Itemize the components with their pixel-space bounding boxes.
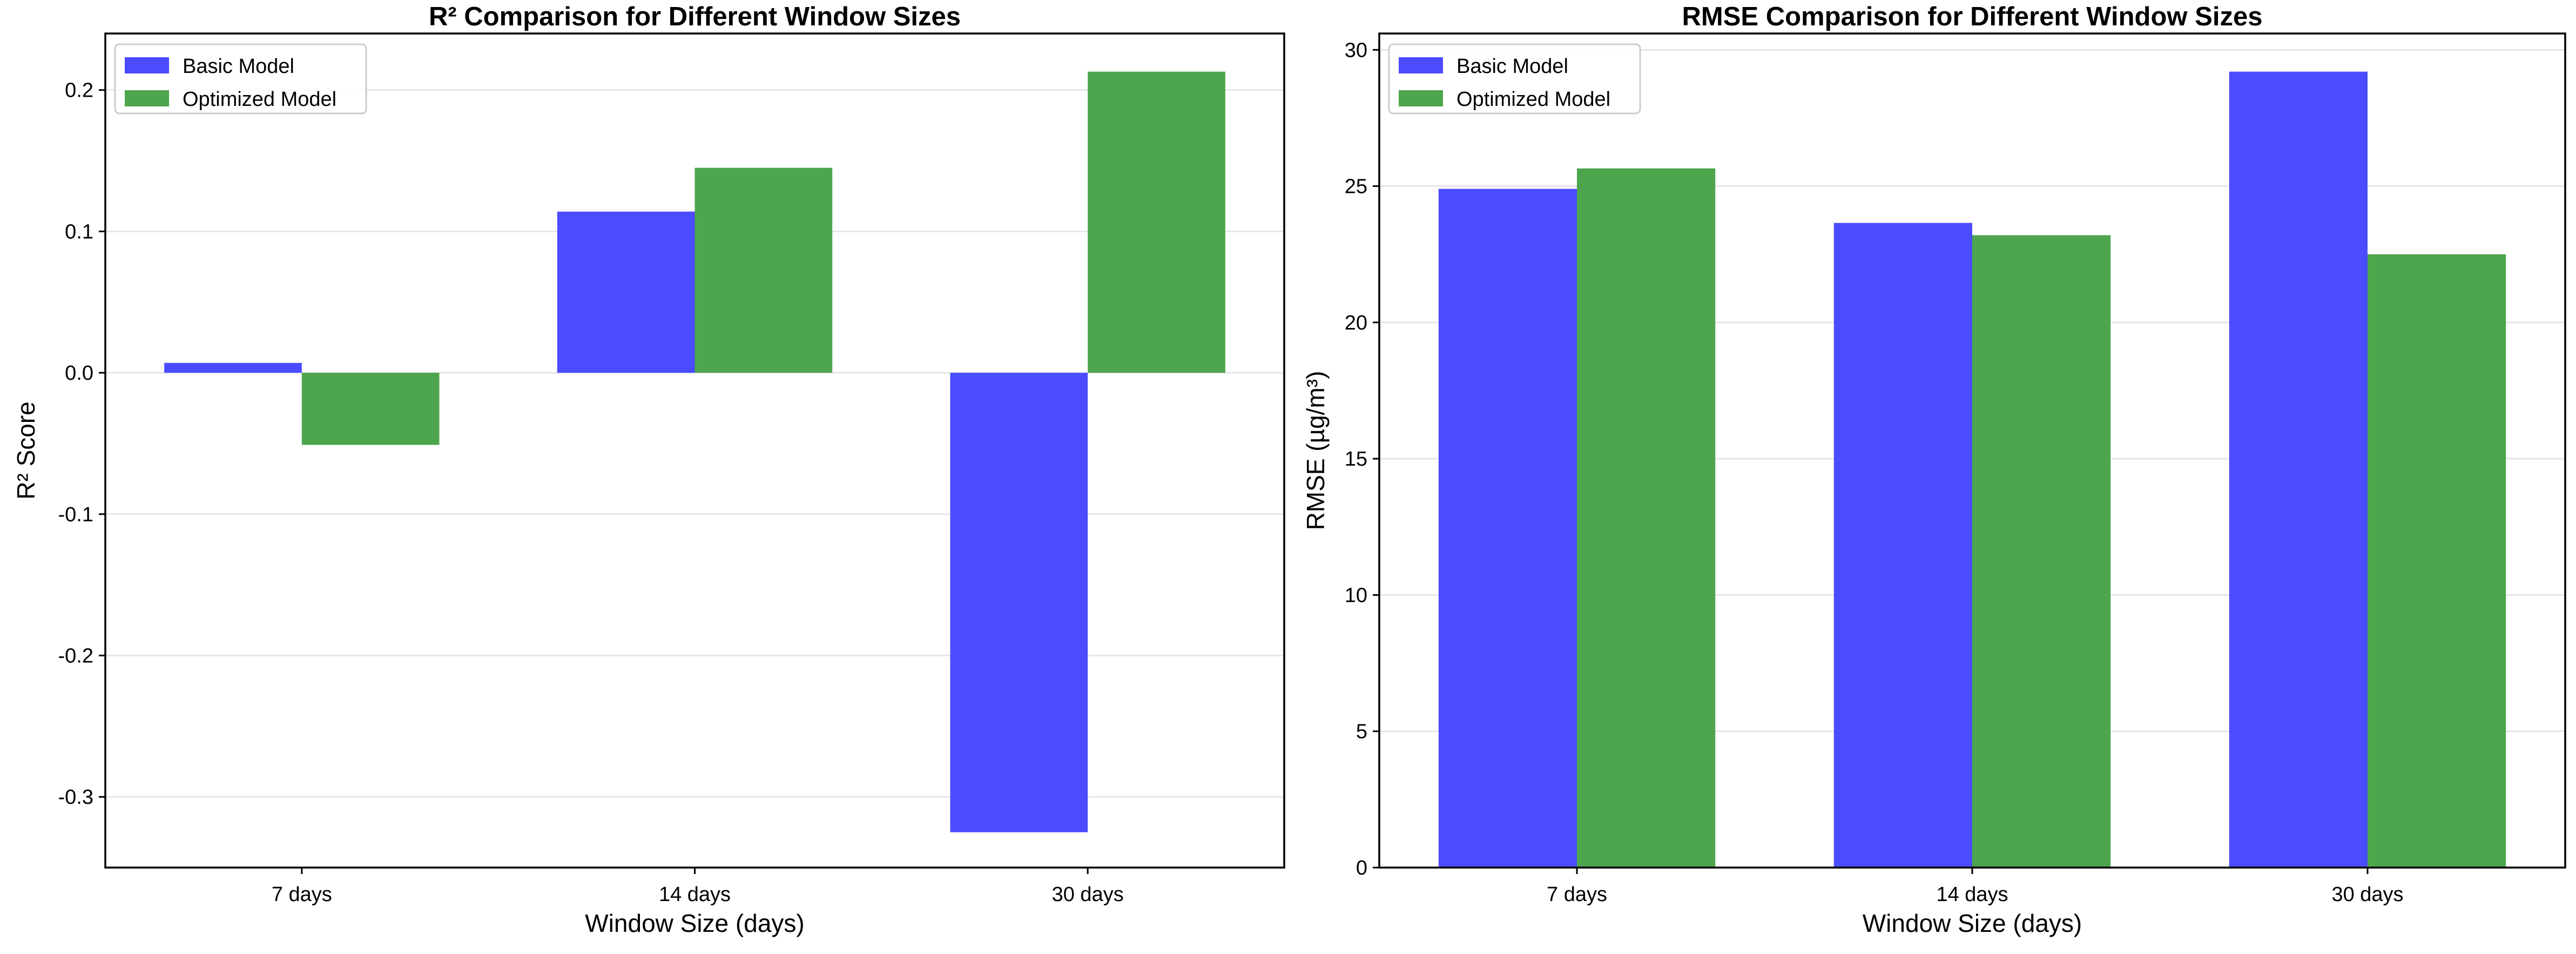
legend-label-basic: Basic Model [1456,55,1568,78]
bar-basic-3 [2229,71,2368,868]
legend-label-basic: Basic Model [183,55,294,78]
legend-box [1388,43,1641,115]
bar-basic-2 [557,211,695,373]
y-tick-label: 30 [1345,39,1367,62]
y-tick-label: 5 [1356,721,1367,743]
x-tick-label: 30 days [1052,883,1124,906]
bar-optimized-3 [1088,71,1225,373]
y-tick-label: 0.2 [65,79,93,102]
x-tick-label: 7 days [272,883,332,906]
chart-title: RMSE Comparison for Different Window Siz… [1682,2,2263,31]
y-tick-label: 0 [1356,857,1367,879]
bar-basic-2 [1833,223,1972,868]
y-tick-label: -0.1 [58,503,93,526]
bar-optimized-1 [1577,168,1716,868]
y-tick-label: 20 [1345,312,1367,334]
bar-optimized-2 [694,167,833,373]
legend: Basic Model Optimized Model [1388,43,1641,115]
bar-optimized-1 [301,373,440,445]
y-tick-label: 15 [1345,448,1367,471]
bar-optimized-2 [1972,235,2111,868]
chart-panel-rmse: 0 5 10 15 20 25 30 7 days 14 days 30 days RMSE Com… [1302,2,2566,937]
y-tick-label: -0.2 [58,644,93,667]
x-tick-label: 7 days [1547,883,1607,906]
legend-swatch-basic [125,57,169,73]
bar-basic-3 [950,373,1088,832]
legend-swatch-basic [1399,57,1443,73]
y-axis-label: R² Score [12,401,40,499]
x-axis-label: Window Size (days) [585,909,804,937]
y-tick-label: 10 [1345,584,1367,607]
bar-basic-1 [164,362,302,373]
y-tick-label: 25 [1345,176,1367,198]
y-tick-label: -0.3 [58,786,93,809]
legend-box [114,43,367,115]
y-tick-label: 0.1 [65,220,93,243]
chart-title: R² Comparison for Different Window Sizes [429,2,961,31]
y-tick-label: 0.0 [65,362,93,385]
legend-label-optimized: Optimized Model [183,88,336,111]
chart-panel-r2: -0.3 -0.2 -0.1 0.0 0.1 0.2 7 days 14 days 30 day… [12,2,1285,937]
legend-label-optimized: Optimized Model [1456,88,1610,111]
y-axis-label: RMSE (µg/m³) [1302,371,1330,530]
bar-optimized-3 [2368,254,2506,868]
x-axis-label: Window Size (days) [1863,909,2082,937]
bar-basic-1 [1438,189,1577,868]
x-tick-label: 30 days [2331,883,2403,906]
legend-swatch-optimized [125,90,169,106]
x-tick-label: 14 days [659,883,731,906]
legend-swatch-optimized [1399,90,1443,106]
x-tick-label: 14 days [1936,883,2008,906]
legend: Basic Model Optimized Model [114,43,367,115]
